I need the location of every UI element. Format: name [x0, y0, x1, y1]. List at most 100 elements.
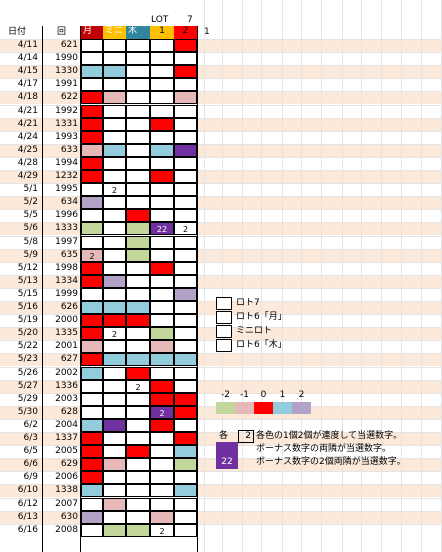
result-cell: [81, 379, 103, 393]
result-cell: [81, 104, 103, 118]
kai-cell: 628: [60, 406, 78, 417]
kai-cell: 1999: [55, 288, 78, 299]
col-gridline: [361, 0, 362, 552]
legend-label: ロト7: [236, 298, 260, 308]
result-cell: [150, 130, 174, 144]
legend-swatch: [216, 339, 232, 352]
row-gridline: [0, 261, 442, 263]
col-gridline: [282, 0, 283, 552]
date-cell: 5/2: [23, 197, 38, 208]
result-cell: [81, 117, 103, 131]
legend-label: ミニロト: [236, 326, 273, 336]
date-cell: 6/5: [23, 446, 38, 457]
result-cell: [81, 261, 103, 275]
row-gridline: [0, 91, 442, 93]
result-cell: [103, 301, 126, 315]
kai-cell: 1990: [55, 53, 78, 64]
result-cell: [103, 156, 126, 170]
result-cell: [174, 91, 197, 105]
result-cell: [126, 418, 150, 432]
result-cell: [103, 78, 126, 92]
result-cell: [81, 209, 103, 223]
date-cell: 5/12: [17, 262, 38, 273]
result-cell: [81, 301, 103, 315]
kai-cell: 1331: [55, 118, 78, 129]
date-cell: 5/19: [17, 315, 38, 326]
result-cell: [81, 143, 103, 157]
date-header: 日付: [8, 27, 27, 37]
result-cell: [150, 65, 174, 79]
scale-swatch: [292, 402, 311, 414]
result-cell: [150, 484, 174, 498]
header-moon: 月: [81, 26, 103, 39]
result-cell: 2: [103, 183, 126, 197]
result-cell: [174, 183, 197, 197]
lot-value: 7: [187, 15, 193, 25]
scale-label: -2: [221, 390, 230, 400]
kai-cell: 1996: [55, 210, 78, 221]
kai-cell: 1994: [55, 157, 78, 168]
result-cell: [150, 418, 174, 432]
result-cell: [126, 170, 150, 184]
kai-cell: 630: [60, 511, 78, 522]
result-cell: [150, 287, 174, 301]
result-cell: [150, 143, 174, 157]
result-cell: [150, 52, 174, 66]
result-cell: [103, 484, 126, 498]
result-cell: [126, 432, 150, 446]
col-gridline: [421, 0, 422, 552]
result-cell: [126, 209, 150, 223]
result-cell: [126, 353, 150, 367]
result-cell: [103, 248, 126, 262]
kai-header: 回: [57, 27, 67, 37]
result-cell: [103, 196, 126, 210]
result-cell: [174, 130, 197, 144]
result-cell: [81, 314, 103, 328]
legend-label: ロト6「月」: [236, 312, 287, 322]
date-cell: 5/29: [17, 393, 38, 404]
date-cell: 5/20: [17, 328, 38, 339]
row-gridline: [0, 510, 442, 512]
result-cell: [81, 418, 103, 432]
result-cell: [174, 432, 197, 446]
result-cell: [126, 301, 150, 315]
result-cell: [126, 287, 150, 301]
result-cell: [103, 274, 126, 288]
row-gridline: [0, 471, 442, 473]
result-cell: [103, 471, 126, 485]
scale-label: 0: [260, 390, 267, 400]
col-separator: [42, 26, 43, 552]
col-gridline: [222, 0, 223, 552]
kai-cell: 2003: [55, 393, 78, 404]
result-cell: [126, 52, 150, 66]
result-cell: [150, 392, 174, 406]
result-cell: [126, 91, 150, 105]
kai-cell: 1333: [55, 223, 78, 234]
result-cell: [103, 117, 126, 131]
result-cell: [103, 353, 126, 367]
result-cell: [103, 52, 126, 66]
result-cell: [174, 65, 197, 79]
row-gridline: [0, 196, 442, 198]
row-gridline: [0, 497, 442, 499]
result-cell: [150, 510, 174, 524]
result-cell: [174, 156, 197, 170]
result-cell: [174, 392, 197, 406]
result-cell: [103, 143, 126, 157]
result-cell: [81, 432, 103, 446]
result-cell: [126, 78, 150, 92]
col-gridline: [321, 0, 322, 552]
result-cell: [126, 117, 150, 131]
date-cell: 4/24: [17, 131, 38, 142]
result-cell: [126, 196, 150, 210]
result-cell: [103, 91, 126, 105]
header-extra-1: 1: [204, 27, 210, 37]
result-cell: [81, 327, 103, 341]
row-gridline: [0, 78, 442, 80]
kai-cell: 621: [60, 40, 78, 50]
kai-cell: 1997: [55, 236, 78, 247]
date-cell: 5/5: [23, 210, 38, 221]
col-gridline: [242, 0, 243, 552]
row-gridline: [0, 484, 442, 486]
legend-swatch: [216, 325, 232, 338]
